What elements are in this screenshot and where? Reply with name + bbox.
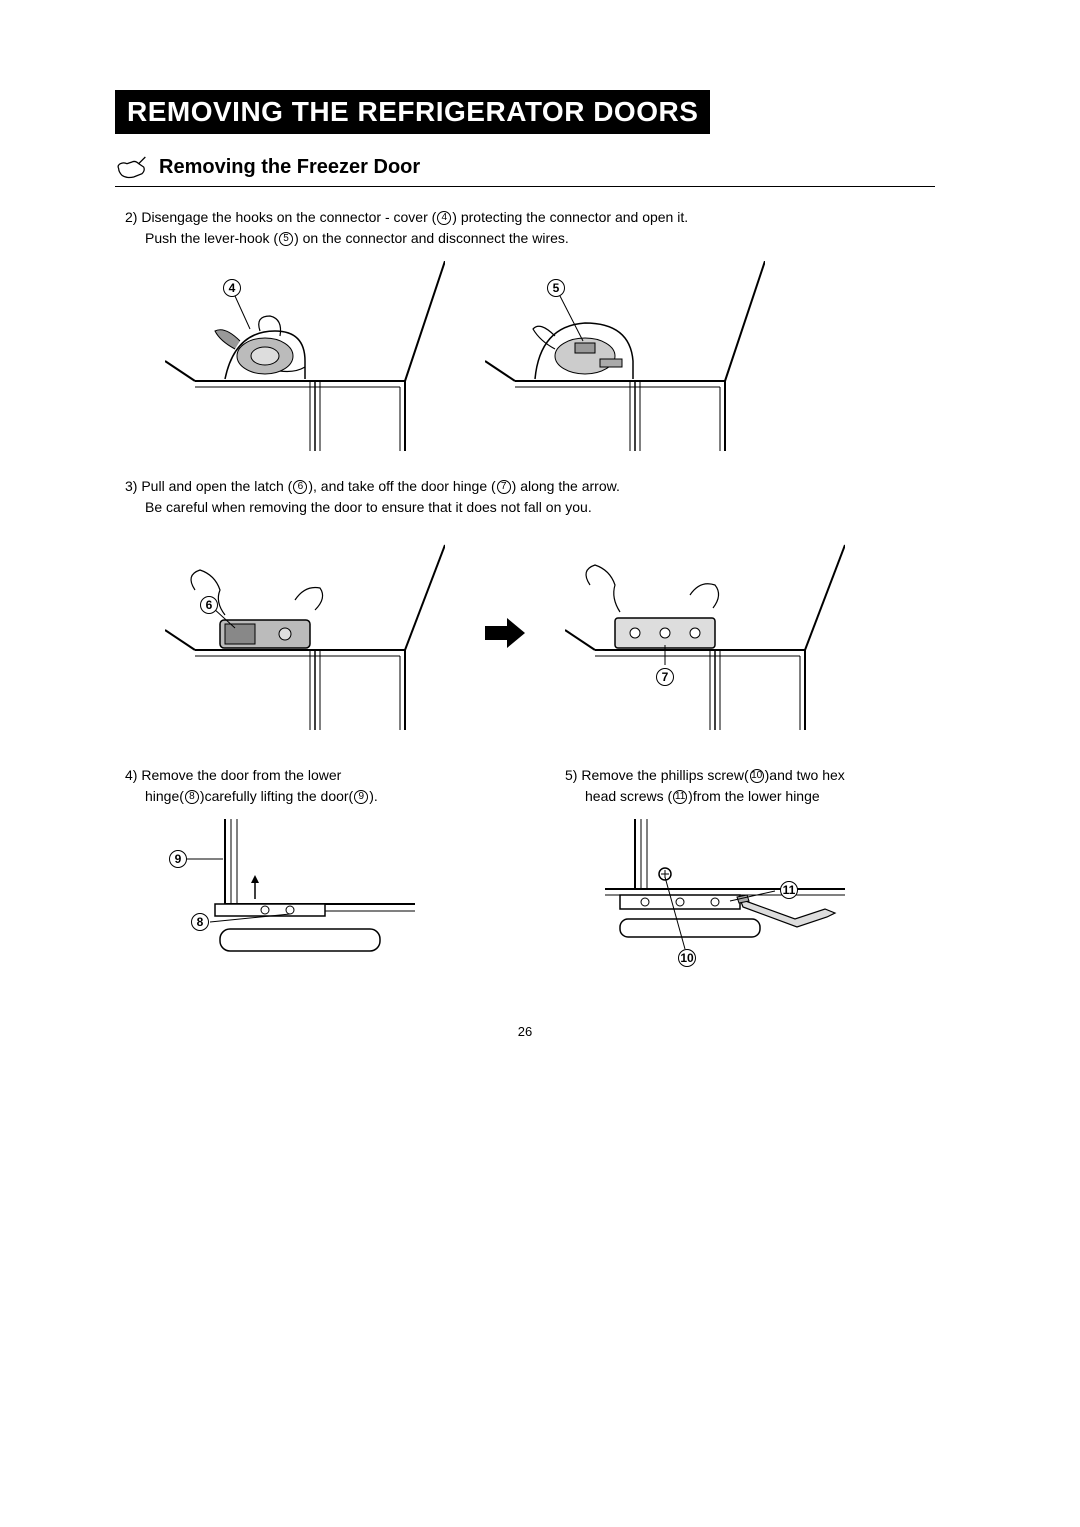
step-2-text: 2) Disengage the hooks on the connector … — [125, 207, 965, 249]
diagram-step3-left: 6 — [165, 530, 445, 735]
diagram-step4: 9 8 — [145, 819, 505, 974]
callout-8: 8 — [191, 913, 209, 931]
ref-10-inline: 10 — [750, 769, 764, 783]
ref-5-inline: 5 — [279, 232, 293, 246]
callout-6: 6 — [200, 596, 218, 614]
step4-part-b: hinge( — [145, 788, 184, 804]
diagram-lower-hinge-door — [145, 819, 425, 969]
diagram-step5: 11 10 — [565, 819, 945, 984]
callout-10: 10 — [678, 949, 696, 967]
diagram-latch — [165, 530, 445, 730]
diagram-connector-cover — [165, 261, 445, 451]
step5-part-a: 5) Remove the phillips screw( — [565, 767, 749, 783]
step5-part-b: )and two hex — [765, 767, 845, 783]
step2-part-c: Push the lever-hook ( — [145, 230, 278, 246]
diagram-row-step3: 6 7 — [165, 530, 965, 735]
subtitle-text: Removing the Freezer Door — [159, 156, 420, 179]
callout-9: 9 — [169, 850, 187, 868]
step3-part-c: ) along the arrow. — [512, 478, 620, 494]
callout-11: 11 — [780, 881, 798, 899]
step4-part-a: 4) Remove the door from the lower — [125, 767, 341, 783]
step3-part-d: Be careful when removing the door to ens… — [145, 499, 592, 515]
step2-part-d: ) on the connector and disconnect the wi… — [294, 230, 569, 246]
two-column-steps: 4) Remove the door from the lower hinge(… — [125, 765, 965, 984]
ref-4-inline: 4 — [437, 211, 451, 225]
ref-11-inline: 11 — [673, 790, 687, 804]
diagram-row-step2: 4 5 — [165, 261, 965, 456]
step3-part-b: ), and take off the door hinge ( — [308, 478, 495, 494]
arrow-right-icon — [485, 618, 525, 648]
step-5-column: 5) Remove the phillips screw(10)and two … — [565, 765, 945, 984]
ref-6-inline: 6 — [293, 480, 307, 494]
diagram-lever-hook — [485, 261, 765, 451]
page-title: REMOVING THE REFRIGERATOR DOORS — [115, 90, 710, 134]
step-4-text: 4) Remove the door from the lower hinge(… — [125, 765, 505, 807]
ref-8-inline: 8 — [185, 790, 199, 804]
hand-point-icon — [115, 152, 149, 182]
diagram-step3-right: 7 — [565, 530, 845, 735]
subtitle-row: Removing the Freezer Door — [115, 152, 935, 187]
step2-part-b: ) protecting the connector and open it. — [452, 209, 688, 225]
step2-part-a: 2) Disengage the hooks on the connector … — [125, 209, 436, 225]
ref-7-inline: 7 — [497, 480, 511, 494]
diagram-lower-hinge-screws — [565, 819, 885, 979]
step5-part-d: )from the lower hinge — [688, 788, 820, 804]
step-3-text: 3) Pull and open the latch (6), and take… — [125, 476, 965, 518]
diagram-step2-left: 4 — [165, 261, 445, 456]
step-5-text: 5) Remove the phillips screw(10)and two … — [565, 765, 945, 807]
step5-part-c: head screws ( — [585, 788, 672, 804]
callout-5: 5 — [547, 279, 565, 297]
page-number: 26 — [115, 1024, 935, 1039]
callout-4: 4 — [223, 279, 241, 297]
diagram-hinge-remove — [565, 530, 845, 730]
diagram-step2-right: 5 — [485, 261, 765, 456]
callout-7: 7 — [656, 668, 674, 686]
step4-part-d: ). — [369, 788, 378, 804]
ref-9-inline: 9 — [354, 790, 368, 804]
step-4-column: 4) Remove the door from the lower hinge(… — [125, 765, 505, 984]
step3-part-a: 3) Pull and open the latch ( — [125, 478, 292, 494]
step4-part-c: )carefully lifting the door( — [200, 788, 353, 804]
